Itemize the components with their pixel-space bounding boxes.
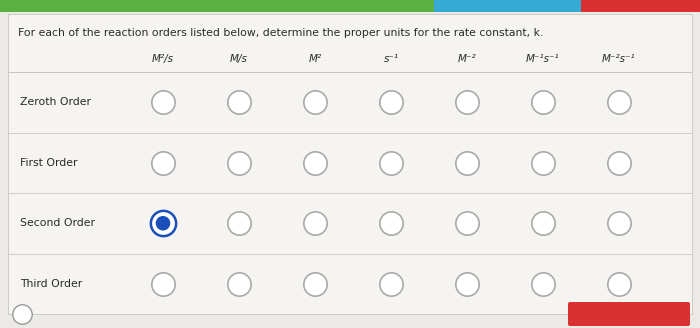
Point [538,160,549,165]
Point [158,221,169,226]
Bar [581,0,700,12]
Point [386,281,397,286]
Text: M⁻²: M⁻² [458,54,476,64]
Text: For each of the reaction orders listed below, determine the proper units for the: For each of the reaction orders listed b… [18,28,543,38]
Point [386,100,397,105]
Point [538,281,549,286]
FancyBboxPatch shape [8,14,692,314]
Point [613,281,624,286]
Point [233,160,244,165]
Text: M/s: M/s [230,54,248,64]
Text: M⁻²s⁻¹: M⁻²s⁻¹ [602,54,636,64]
Point [233,100,244,105]
Point [386,160,397,165]
Point [613,221,624,226]
Point [158,281,169,286]
Point [613,160,624,165]
Text: M⁻¹s⁻¹: M⁻¹s⁻¹ [526,54,560,64]
Point [16,311,27,317]
Point [461,221,472,226]
Point [461,281,472,286]
Text: M²/s: M²/s [152,54,174,64]
Text: Second Order: Second Order [20,218,95,228]
Point [613,100,624,105]
Point [158,160,169,165]
Text: s⁻¹: s⁻¹ [384,54,398,64]
Point [461,160,472,165]
Point [309,100,321,105]
Bar [434,0,581,12]
Text: First Order: First Order [20,158,78,168]
Point [538,221,549,226]
Point [309,281,321,286]
Point [233,281,244,286]
Point [538,100,549,105]
Point [309,160,321,165]
Text: M²: M² [309,54,321,64]
Point [233,221,244,226]
Point [386,221,397,226]
Bar [0,0,434,12]
Point [461,100,472,105]
Text: Zeroth Order: Zeroth Order [20,97,91,107]
Text: Third Order: Third Order [20,279,83,289]
Point [158,221,169,226]
Point [158,100,169,105]
Point [309,221,321,226]
FancyBboxPatch shape [568,302,690,326]
